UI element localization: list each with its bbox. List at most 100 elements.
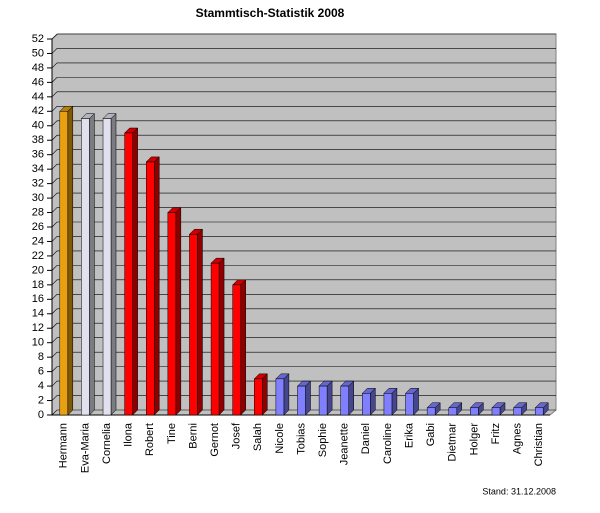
y-tick-label: 2	[38, 394, 44, 406]
grid-line	[51, 163, 556, 170]
bar	[513, 407, 522, 416]
bar	[275, 378, 285, 416]
grid-line	[51, 91, 556, 98]
bar-side	[240, 279, 246, 416]
bar	[318, 385, 328, 416]
bar-side	[175, 206, 182, 416]
bar-side	[305, 380, 311, 416]
grid-line	[51, 351, 556, 358]
grid-line	[51, 294, 556, 300]
grid-line	[51, 236, 556, 242]
y-tick-label: 34	[32, 163, 44, 175]
grid-line	[51, 77, 556, 83]
x-tick-label: Berni	[187, 423, 199, 449]
y-tick-label: 20	[32, 264, 44, 276]
grid-line	[51, 322, 556, 329]
x-tick-label: Hermann	[58, 423, 70, 468]
bar-side	[197, 228, 203, 416]
bar	[448, 407, 458, 416]
bar	[145, 161, 155, 416]
bar-side	[110, 112, 117, 416]
grid-line	[51, 120, 556, 126]
grid-line	[51, 62, 556, 69]
grid-line	[51, 308, 556, 314]
y-tick-label: 46	[32, 76, 44, 88]
bar	[254, 378, 263, 416]
bar	[167, 212, 177, 416]
y-tick-label: 38	[32, 134, 44, 146]
y-tick-label: 30	[32, 192, 44, 204]
y-tick-label: 14	[32, 308, 44, 320]
bar	[491, 407, 501, 416]
y-tick-label: 42	[32, 105, 44, 117]
bar	[362, 393, 371, 416]
x-tick-label: Eva-Maria	[79, 422, 91, 473]
x-tick-label: Erika	[403, 422, 415, 448]
y-tick-label: 48	[32, 62, 44, 74]
x-tick-label: Jeanette	[339, 423, 351, 465]
grid-line	[51, 149, 556, 155]
x-tick-label: Dietmar	[447, 423, 459, 462]
x-tick-label: Gabi	[425, 423, 437, 446]
x-tick-label: Nicole	[274, 423, 286, 454]
y-tick-label: 44	[32, 91, 44, 103]
bar	[470, 407, 479, 416]
x-tick-label: Sophie	[317, 423, 329, 457]
bar	[405, 393, 414, 416]
bar	[189, 233, 198, 416]
bar	[124, 132, 133, 416]
grid-line	[51, 265, 556, 271]
x-tick-label: Salah	[252, 423, 264, 451]
grid-line	[51, 178, 556, 184]
y-tick-label: 36	[32, 149, 44, 161]
bar	[297, 385, 306, 416]
x-tick-label: Holger	[468, 423, 480, 456]
bar	[210, 262, 220, 416]
grid-line	[51, 366, 556, 372]
bar	[102, 118, 112, 416]
bar-side	[283, 373, 290, 416]
y-tick-label: 8	[38, 351, 44, 363]
bar-side	[89, 112, 95, 416]
bar-side	[262, 373, 268, 416]
bar	[340, 385, 349, 416]
bar-side	[218, 257, 225, 416]
bar	[426, 407, 436, 416]
y-tick-label: 50	[32, 47, 44, 59]
y-tick-label: 0	[38, 409, 44, 421]
grid-line	[51, 279, 556, 286]
y-tick-label: 40	[32, 120, 44, 132]
grid-line	[51, 134, 556, 141]
grid-line	[51, 221, 556, 228]
x-tick-label: Gernot	[209, 423, 221, 457]
x-tick-label: Caroline	[382, 423, 394, 464]
bar	[534, 407, 544, 416]
bar-side	[153, 156, 160, 416]
y-tick-label: 24	[32, 235, 44, 247]
grid-line	[51, 192, 556, 199]
y-tick-label: 4	[38, 380, 44, 392]
x-tick-label: Tobias	[295, 423, 307, 455]
bar-side	[67, 105, 74, 416]
x-tick-label: Agnes	[511, 423, 523, 455]
grid-line	[51, 106, 556, 112]
x-tick-label: Daniel	[360, 423, 372, 454]
grid-line	[51, 48, 556, 54]
grid-line	[51, 250, 556, 257]
grid-line	[51, 207, 556, 213]
y-tick-label: 12	[32, 322, 44, 334]
grid-line	[51, 380, 556, 387]
y-tick-label: 26	[32, 221, 44, 233]
bar-side	[132, 127, 138, 416]
y-tick-label: 10	[32, 337, 44, 349]
x-tick-label: Ilona	[123, 422, 135, 447]
grid-line	[51, 33, 556, 40]
footnote: Stand: 31.12.2008	[482, 486, 556, 496]
y-tick-label: 32	[32, 178, 44, 190]
y-tick-label: 28	[32, 206, 44, 218]
bar	[232, 284, 241, 416]
x-tick-label: Robert	[144, 423, 156, 456]
x-tick-label: Christian	[533, 423, 545, 466]
bar	[59, 111, 69, 416]
